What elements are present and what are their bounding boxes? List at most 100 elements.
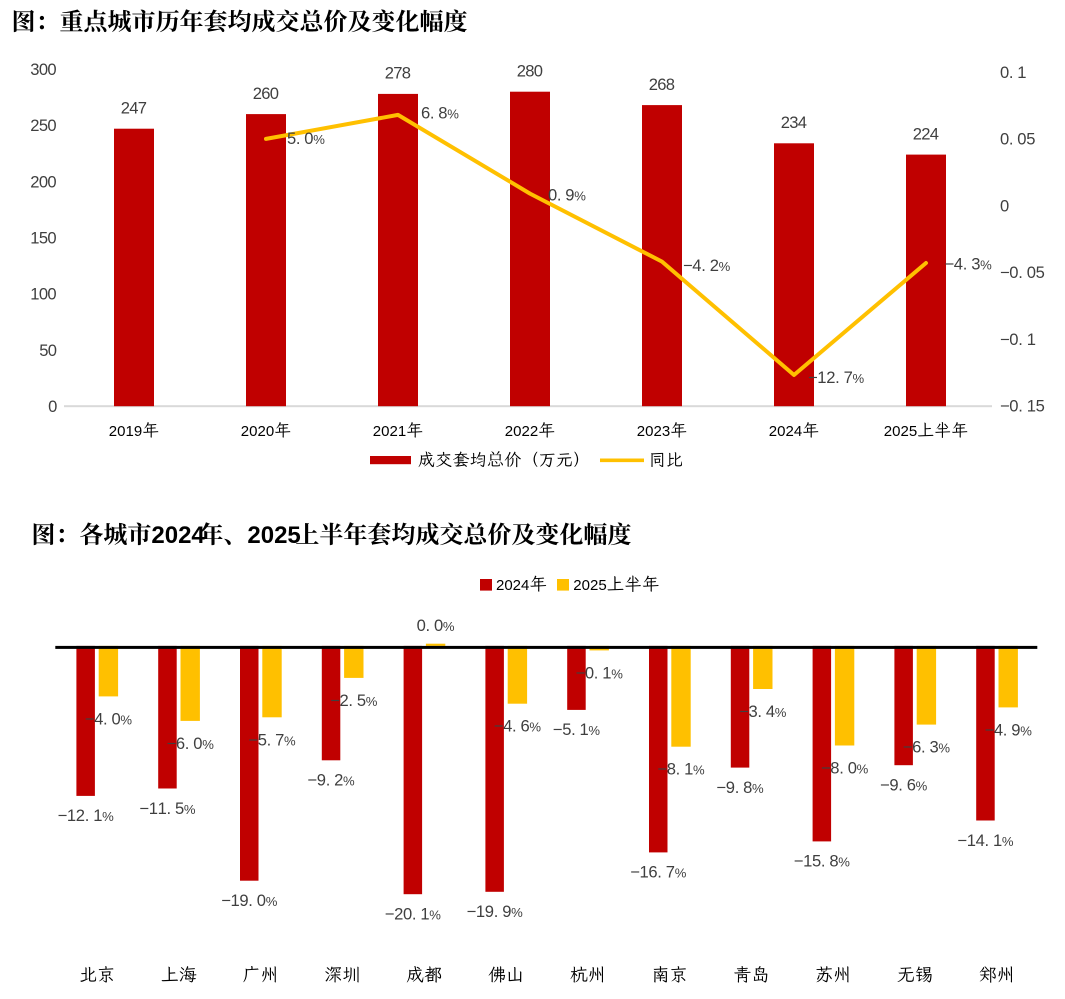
svg-text:%: % bbox=[938, 741, 950, 756]
svg-text:9: 9 bbox=[239, 891, 248, 910]
svg-text:1: 1 bbox=[420, 905, 429, 924]
svg-text:3: 3 bbox=[971, 254, 980, 273]
svg-text:4: 4 bbox=[994, 720, 1003, 739]
svg-text:2020: 2020 bbox=[241, 423, 274, 440]
svg-text:8: 8 bbox=[743, 778, 752, 797]
svg-text:8: 8 bbox=[667, 760, 676, 779]
svg-text:.: . bbox=[167, 799, 172, 818]
svg-text:6: 6 bbox=[176, 734, 185, 753]
svg-text:.: . bbox=[757, 702, 762, 721]
svg-text:0: 0 bbox=[1027, 263, 1036, 282]
svg-text:9: 9 bbox=[1011, 720, 1020, 739]
svg-text:.: . bbox=[512, 717, 517, 736]
svg-text:0: 0 bbox=[417, 616, 426, 635]
svg-text:−: − bbox=[167, 734, 177, 753]
svg-text:%: % bbox=[529, 720, 541, 735]
svg-text:0: 0 bbox=[1017, 130, 1026, 149]
svg-text:%: % bbox=[120, 712, 132, 727]
svg-text:−: − bbox=[945, 254, 955, 273]
svg-text:9: 9 bbox=[889, 776, 898, 795]
svg-text:−: − bbox=[985, 720, 995, 739]
svg-text:.: . bbox=[248, 891, 253, 910]
svg-text:5: 5 bbox=[1036, 263, 1045, 282]
svg-text:.: . bbox=[835, 368, 840, 387]
svg-text:.: . bbox=[735, 778, 740, 797]
svg-text:−: − bbox=[221, 891, 231, 910]
svg-text:1: 1 bbox=[67, 806, 76, 825]
svg-text:5: 5 bbox=[258, 730, 267, 749]
svg-text:.: . bbox=[1009, 63, 1014, 82]
svg-text:6: 6 bbox=[912, 738, 921, 757]
svg-text:1: 1 bbox=[684, 760, 693, 779]
svg-text:260: 260 bbox=[253, 84, 279, 103]
svg-text:50: 50 bbox=[39, 341, 57, 360]
svg-text:2021: 2021 bbox=[373, 423, 406, 440]
svg-text:.: . bbox=[1018, 397, 1023, 416]
svg-text:0: 0 bbox=[304, 129, 313, 148]
svg-text:7: 7 bbox=[666, 863, 675, 882]
svg-text:4: 4 bbox=[976, 831, 985, 850]
svg-text:0: 0 bbox=[1000, 130, 1009, 149]
svg-text:6: 6 bbox=[521, 717, 530, 736]
svg-text:−: − bbox=[248, 730, 258, 749]
svg-text:4: 4 bbox=[692, 256, 701, 275]
svg-text:%: % bbox=[443, 619, 455, 634]
svg-text:0: 0 bbox=[403, 905, 412, 924]
svg-text:%: % bbox=[719, 259, 731, 274]
svg-text:0: 0 bbox=[1000, 63, 1009, 82]
svg-text:−: − bbox=[330, 691, 340, 710]
svg-text:%: % bbox=[574, 189, 586, 204]
svg-text:2022: 2022 bbox=[505, 423, 538, 440]
svg-text:9: 9 bbox=[565, 186, 574, 205]
svg-text:2025: 2025 bbox=[573, 577, 606, 594]
svg-text:.: . bbox=[985, 831, 990, 850]
svg-text:.: . bbox=[701, 256, 706, 275]
svg-text:%: % bbox=[511, 905, 523, 920]
svg-text:−: − bbox=[467, 902, 477, 921]
svg-text:0: 0 bbox=[1000, 196, 1009, 215]
svg-text:1: 1 bbox=[817, 368, 826, 387]
svg-text:−: − bbox=[739, 702, 749, 721]
svg-text:%: % bbox=[916, 779, 928, 794]
svg-text:−: − bbox=[307, 771, 317, 790]
svg-text:1: 1 bbox=[1017, 63, 1026, 82]
svg-text:100: 100 bbox=[30, 285, 56, 304]
svg-text:1: 1 bbox=[231, 891, 240, 910]
svg-text:−: − bbox=[630, 863, 640, 882]
svg-text:0: 0 bbox=[1009, 330, 1018, 349]
svg-text:8: 8 bbox=[829, 852, 838, 871]
svg-text:%: % bbox=[675, 866, 687, 881]
svg-text:−: − bbox=[1000, 397, 1010, 416]
svg-text:−: − bbox=[821, 759, 831, 778]
svg-text:%: % bbox=[853, 371, 865, 386]
svg-text:6: 6 bbox=[907, 776, 916, 795]
svg-text:2: 2 bbox=[76, 806, 85, 825]
svg-text:2: 2 bbox=[340, 691, 349, 710]
svg-text:.: . bbox=[326, 771, 331, 790]
svg-text:1: 1 bbox=[1027, 330, 1036, 349]
svg-text:1: 1 bbox=[1027, 397, 1036, 416]
svg-text:−: − bbox=[1000, 263, 1010, 282]
svg-text:2025: 2025 bbox=[247, 522, 300, 549]
svg-text:%: % bbox=[1020, 723, 1032, 738]
svg-text:−: − bbox=[683, 256, 693, 275]
svg-text:−: − bbox=[139, 799, 149, 818]
svg-text:.: . bbox=[821, 852, 826, 871]
svg-text:−: − bbox=[385, 905, 395, 924]
svg-text:−: − bbox=[716, 778, 726, 797]
svg-text:.: . bbox=[676, 760, 681, 779]
svg-text:1: 1 bbox=[476, 902, 485, 921]
svg-text:%: % bbox=[857, 762, 869, 777]
svg-text:2019: 2019 bbox=[109, 423, 142, 440]
svg-text:.: . bbox=[594, 663, 599, 682]
svg-text:1: 1 bbox=[993, 831, 1002, 850]
svg-text:8: 8 bbox=[830, 759, 839, 778]
svg-text:200: 200 bbox=[30, 172, 56, 191]
svg-text:%: % bbox=[1002, 834, 1014, 849]
svg-text:0: 0 bbox=[1009, 397, 1018, 416]
svg-text:268: 268 bbox=[649, 75, 675, 94]
svg-text:.: . bbox=[267, 730, 272, 749]
svg-text:−: − bbox=[808, 368, 818, 387]
svg-text:7: 7 bbox=[275, 730, 284, 749]
svg-text:4: 4 bbox=[954, 254, 963, 273]
